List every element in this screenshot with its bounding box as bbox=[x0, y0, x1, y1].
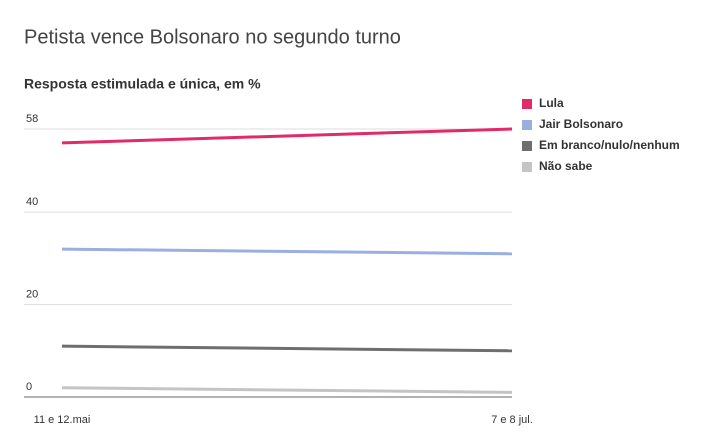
legend-swatch bbox=[522, 162, 532, 172]
y-tick-label: 40 bbox=[26, 196, 38, 208]
chart-subtitle: Resposta estimulada e única, em % bbox=[24, 76, 261, 92]
chart-title: Petista vence Bolsonaro no segundo turno bbox=[24, 26, 401, 48]
series-line bbox=[61, 386, 513, 394]
x-tick-label: 11 e 12.mai bbox=[34, 414, 91, 426]
legend-label: Lula bbox=[539, 96, 564, 110]
legend-label: Não sabe bbox=[539, 159, 593, 173]
y-tick-label: 20 bbox=[26, 288, 38, 300]
x-tick-label: 7 e 8 jul. bbox=[491, 414, 533, 426]
series-line bbox=[61, 247, 513, 256]
series-line bbox=[61, 344, 513, 353]
legend-label: Em branco/nulo/nenhum bbox=[539, 138, 680, 152]
legend-swatch bbox=[522, 120, 532, 130]
y-tick-label: 0 bbox=[26, 381, 32, 393]
legend-label: Jair Bolsonaro bbox=[539, 117, 623, 131]
series-line bbox=[61, 127, 513, 145]
y-tick-label: 58 bbox=[26, 113, 38, 125]
legend-swatch bbox=[522, 99, 532, 109]
legend-swatch bbox=[522, 141, 532, 151]
